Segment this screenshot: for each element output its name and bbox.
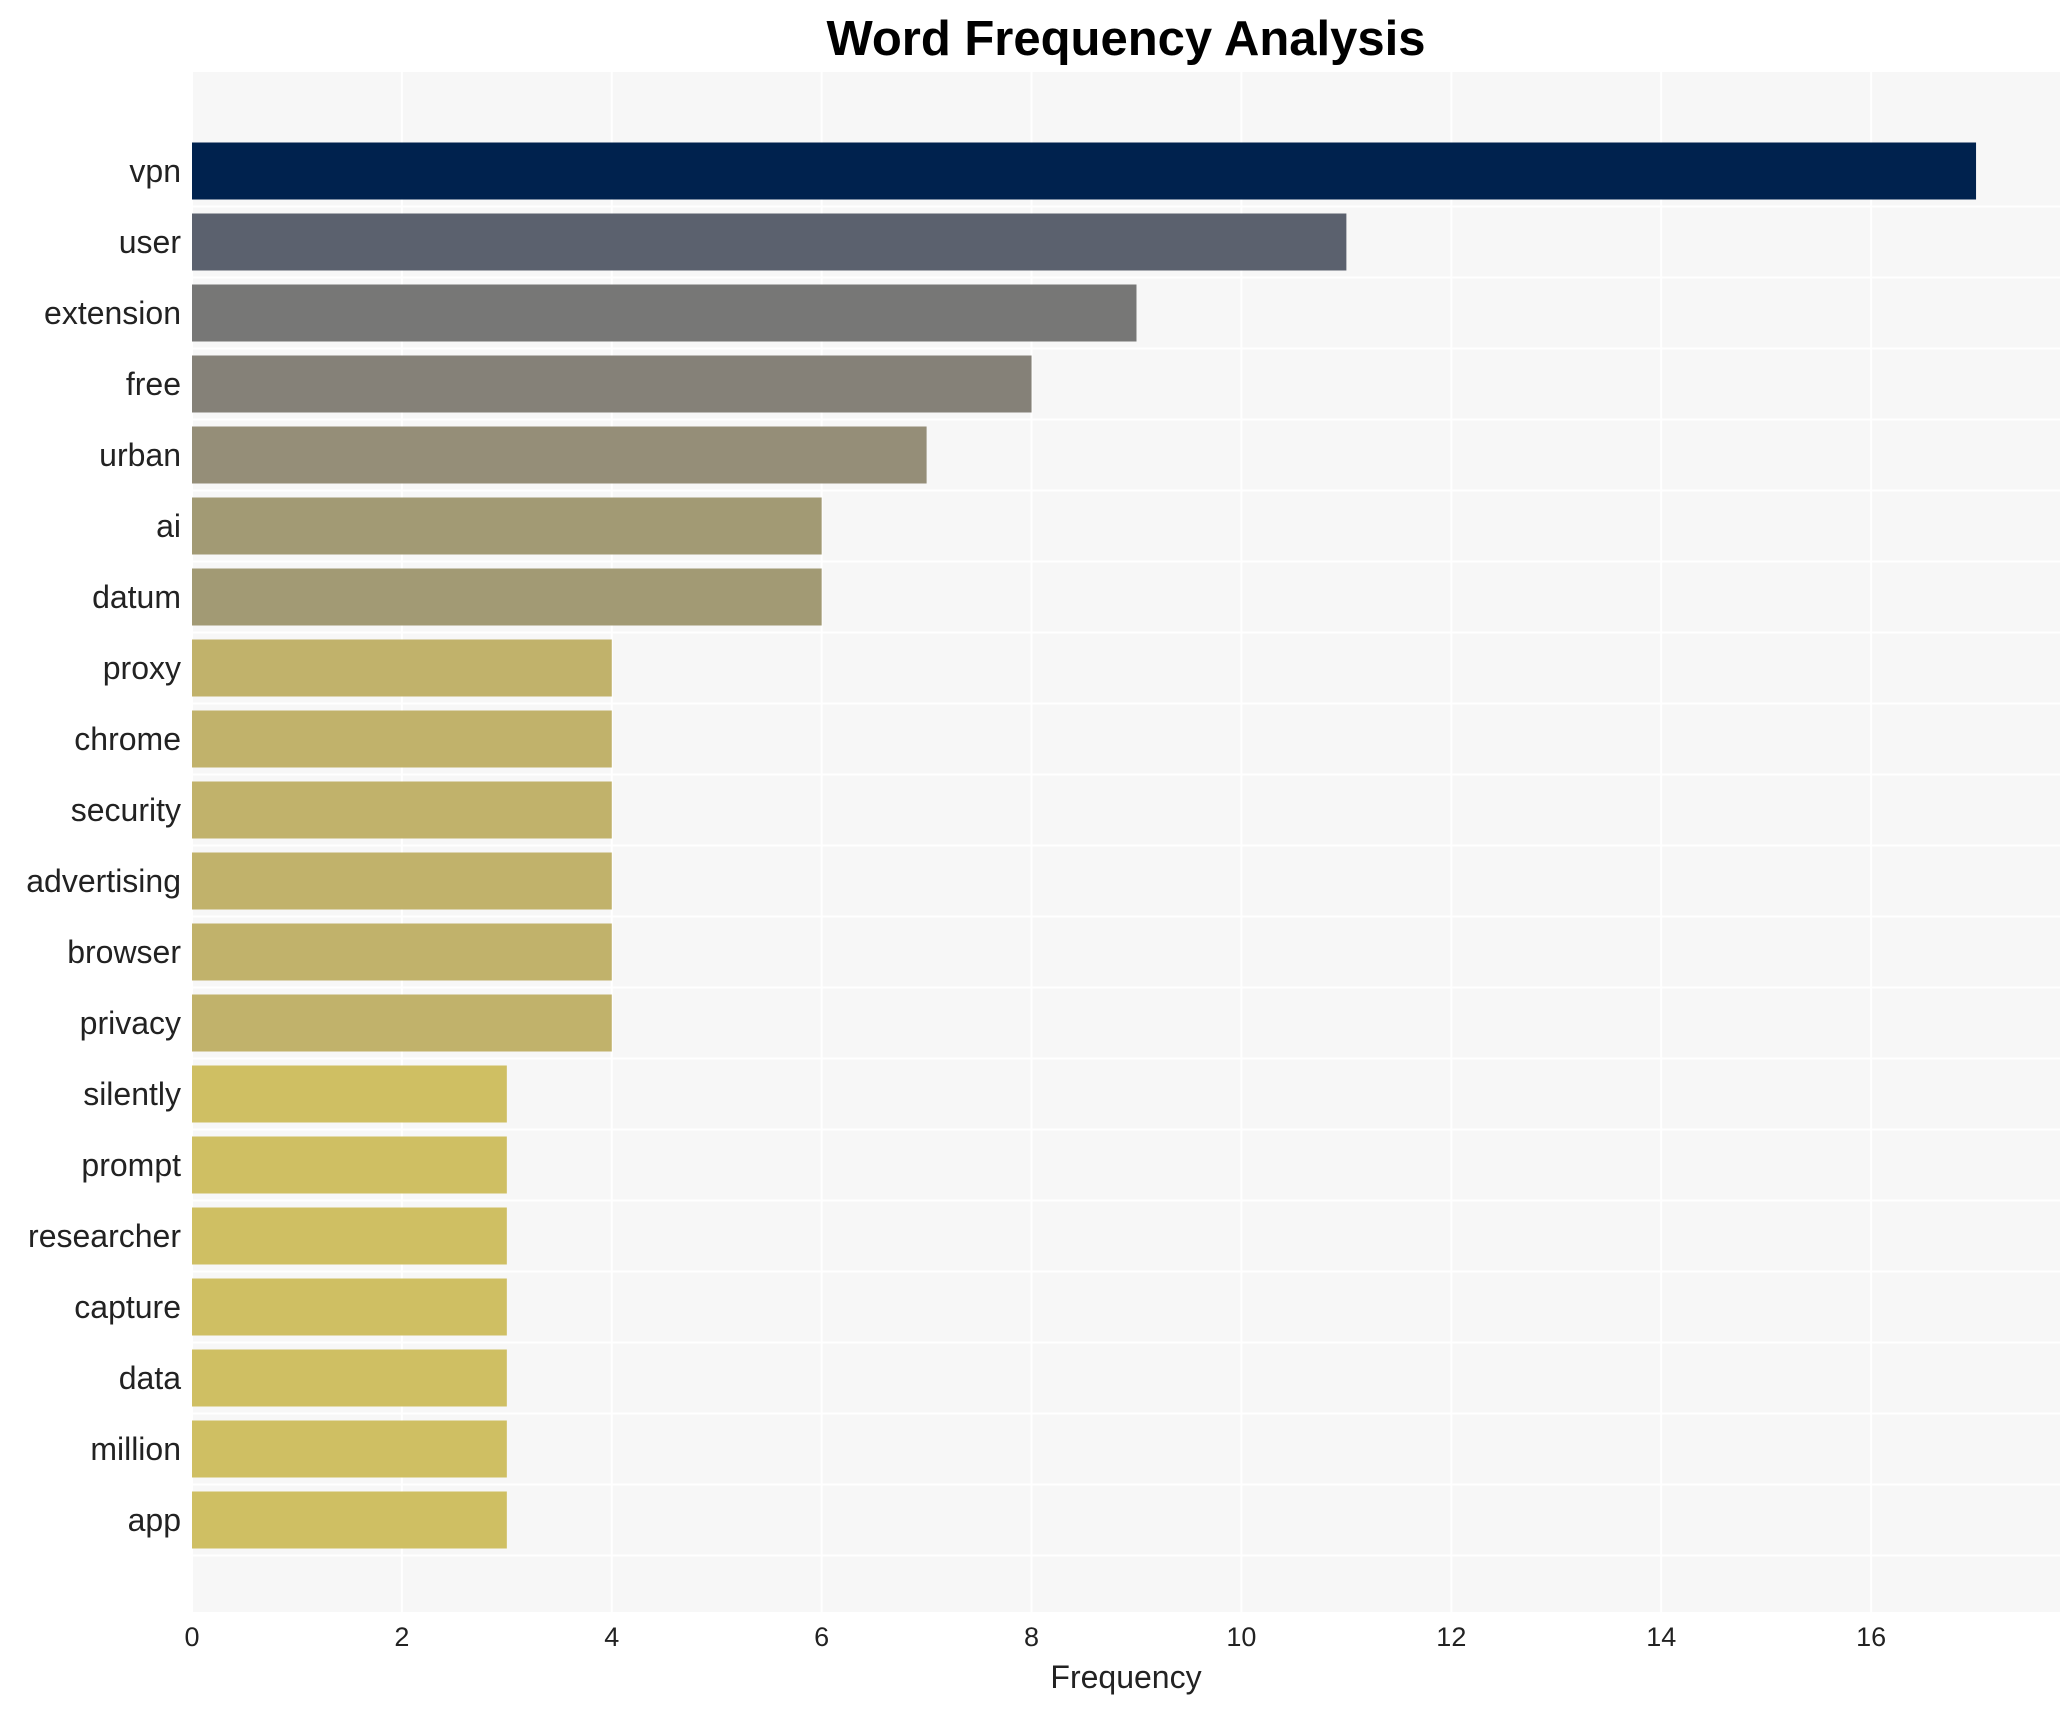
- bar-urban: [192, 426, 927, 484]
- x-tick-labels: 0 2 4 6 8 10 12 14 16: [184, 1622, 1886, 1652]
- y-tick-label-proxy: proxy: [103, 650, 181, 686]
- x-axis-label: Frequency: [1050, 1659, 1201, 1695]
- x-tick-label-0: 0: [184, 1622, 199, 1652]
- bars: [192, 142, 1977, 1549]
- y-tick-label-privacy: privacy: [80, 1005, 181, 1041]
- y-tick-label-silently: silently: [83, 1076, 181, 1112]
- y-tick-label-urban: urban: [99, 437, 181, 473]
- y-tick-label-browser: browser: [67, 934, 181, 970]
- bar-million: [192, 1420, 507, 1478]
- bar-prompt: [192, 1136, 507, 1194]
- x-tick-label-8: 8: [1024, 1622, 1039, 1652]
- bar-capture: [192, 1278, 507, 1336]
- y-tick-label-app: app: [128, 1502, 181, 1538]
- bar-researcher: [192, 1207, 507, 1265]
- bar-extension: [192, 284, 1137, 342]
- bar-app: [192, 1491, 507, 1549]
- y-tick-label-datum: datum: [92, 579, 181, 615]
- y-tick-label-data: data: [119, 1360, 181, 1396]
- y-tick-label-vpn: vpn: [129, 153, 181, 189]
- chart-title: Word Frequency Analysis: [826, 12, 1425, 66]
- y-tick-label-million: million: [90, 1431, 181, 1467]
- bar-security: [192, 781, 612, 839]
- y-tick-label-chrome: chrome: [74, 721, 181, 757]
- bar-user: [192, 213, 1347, 271]
- y-tick-label-advertising: advertising: [26, 863, 181, 899]
- y-tick-label-security: security: [71, 792, 181, 828]
- bar-data: [192, 1349, 507, 1407]
- y-tick-labels: vpn user extension free urban ai datum proxy chr…: [26, 153, 181, 1538]
- x-tick-label-2: 2: [394, 1622, 409, 1652]
- y-tick-label-researcher: researcher: [28, 1218, 181, 1254]
- bar-privacy: [192, 994, 612, 1052]
- x-tick-label-16: 16: [1856, 1622, 1886, 1652]
- x-tick-label-12: 12: [1436, 1622, 1466, 1652]
- bar-vpn: [192, 142, 1977, 200]
- x-tick-label-10: 10: [1226, 1622, 1256, 1652]
- y-tick-label-free: free: [126, 366, 181, 402]
- bar-advertising: [192, 852, 612, 910]
- y-tick-label-user: user: [119, 224, 182, 260]
- x-tick-label-6: 6: [814, 1622, 829, 1652]
- bar-datum: [192, 568, 822, 626]
- bar-proxy: [192, 639, 612, 697]
- x-tick-label-14: 14: [1646, 1622, 1676, 1652]
- y-tick-label-capture: capture: [74, 1289, 181, 1325]
- x-tick-label-4: 4: [604, 1622, 619, 1652]
- y-tick-label-ai: ai: [156, 508, 181, 544]
- bar-silently: [192, 1065, 507, 1123]
- y-tick-label-extension: extension: [44, 295, 181, 331]
- bar-ai: [192, 497, 822, 555]
- bar-free: [192, 355, 1032, 413]
- bar-chrome: [192, 710, 612, 768]
- bar-browser: [192, 923, 612, 981]
- y-tick-label-prompt: prompt: [81, 1147, 181, 1183]
